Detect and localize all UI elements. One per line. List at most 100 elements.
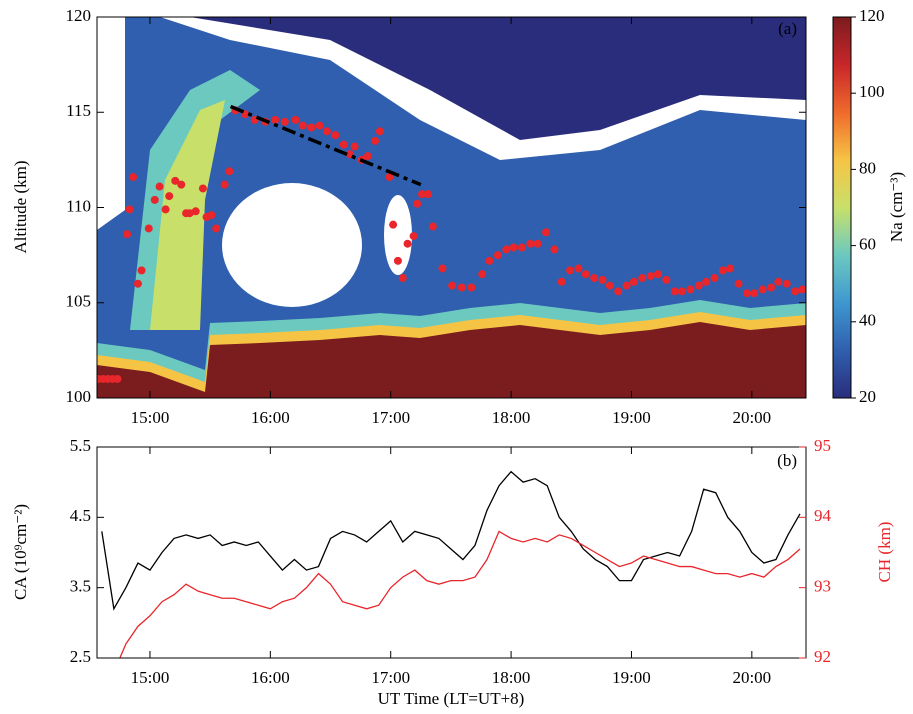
x-tick-label: 20:00 [732,668,771,687]
altitude-point [137,266,146,275]
altitude-point [541,228,550,237]
altitude-point [774,277,783,286]
altitude-point [428,222,437,231]
panel-b-marks [101,470,801,658]
y2-tick-label: 93 [814,577,831,596]
altitude-point [409,232,418,241]
y-tick-label: 100 [66,387,92,406]
colorbar-tick-label: 20 [859,387,876,406]
altitude-point [418,190,427,199]
altitude-point [177,180,186,189]
x-tick-label: 17:00 [371,408,410,427]
altitude-point [125,205,134,214]
y-tick-label: 3.5 [70,577,91,596]
altitude-point [212,224,221,233]
y-tick-label: 4.5 [70,506,91,525]
colorbar-tick-label: 40 [859,311,876,330]
x-tick-label: 17:00 [371,668,410,687]
panel-b-frame [96,446,807,659]
saturated-density [97,322,806,398]
altitude-point [798,285,806,294]
trend-line [229,104,422,187]
altitude-point [526,239,535,248]
x-tick-label: 18:00 [492,668,531,687]
altitude-point [485,256,494,265]
altitude-point [375,127,384,136]
altitude-point [298,121,307,130]
altitude-point [307,123,316,132]
y2-axis-label: CH (km) [875,522,894,583]
altitude-point [438,264,447,273]
no-data [222,183,362,307]
x-tick-label: 18:00 [492,408,531,427]
colorbar-tick-label: 100 [859,82,885,101]
altitude-point [782,279,791,288]
altitude-point [389,220,398,229]
low-density [190,17,806,140]
altitude-point [702,277,711,286]
altitude-point [493,251,502,260]
altitude-point [403,239,412,248]
altitude-point [331,131,340,140]
altitude-point [590,273,599,282]
altitude-point [363,152,372,161]
altitude-point [271,115,280,124]
altitude-point [653,270,662,279]
altitude-point [550,245,559,254]
altitude-point [133,279,142,288]
altitude-point [123,230,132,239]
altitude-point [598,275,607,284]
altitude-point [622,281,631,290]
y-tick-label: 105 [66,292,92,311]
altitude-point [144,224,153,233]
altitude-point [161,205,170,214]
x-tick-label: 16:00 [251,668,290,687]
altitude-point [605,281,614,290]
y2-tick-label: 95 [814,436,831,455]
altitude-point [171,176,180,185]
altitude-point [629,277,638,286]
y-tick-label: 110 [66,196,91,215]
colorbar-tick-label: 80 [859,158,876,177]
altitude-point [502,245,511,254]
panel-a-marks [97,104,806,383]
altitude-point [385,173,394,182]
altitude-point [198,184,207,193]
altitude-point [750,289,759,298]
x-axis-label: UT Time (LT=UT+8) [378,689,525,708]
altitude-point [398,273,407,282]
altitude-point [718,266,727,275]
altitude-point [686,285,695,294]
altitude-point [557,277,566,286]
altitude-point [315,121,324,130]
altitude-point [767,283,776,292]
y2-tick-label: 92 [814,647,831,666]
altitude-point [113,374,122,383]
altitude-point [581,270,590,279]
altitude-point [291,115,300,124]
panel-label: (a) [778,19,797,38]
altitude-point [413,199,422,208]
altitude-point [280,117,289,126]
altitude-point [758,285,767,294]
altitude-point [129,173,138,182]
x-tick-label: 15:00 [131,408,170,427]
altitude-point [670,287,679,296]
series-line [119,530,801,658]
altitude-point [350,142,359,151]
colorbar-tick-label: 120 [859,6,885,25]
y-tick-label: 5.5 [70,436,91,455]
no-data [384,195,412,275]
altitude-point [743,289,752,298]
y-tick-label: 115 [66,101,91,120]
series-line [101,470,801,611]
altitude-point [614,287,623,296]
panel-label: (b) [777,451,797,470]
altitude-point [638,273,647,282]
y-axis-label: Altitude (km) [11,160,30,253]
altitude-point [345,150,354,159]
altitude-point [734,279,743,288]
y-tick-label: 2.5 [70,647,91,666]
y2-tick-label: 94 [814,506,832,525]
